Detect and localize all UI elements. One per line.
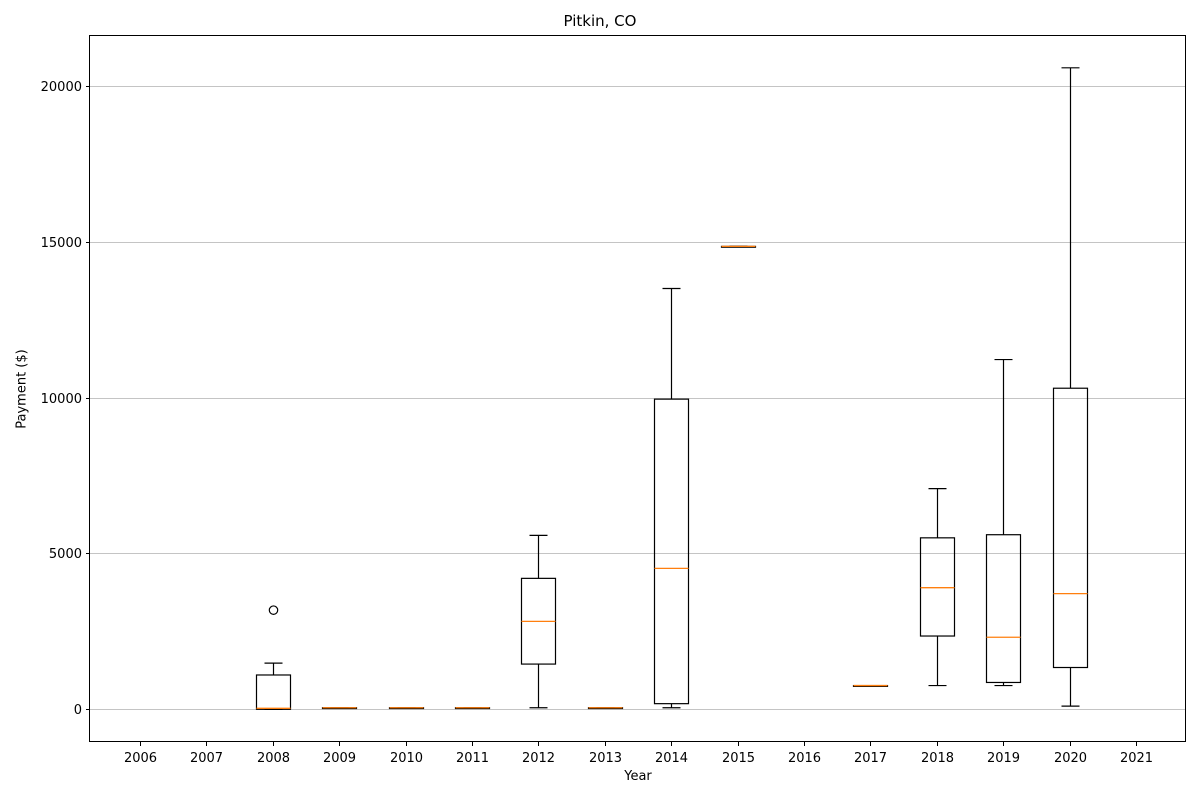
x-tick-label: 2007 bbox=[190, 751, 223, 766]
iqr-box bbox=[255, 674, 292, 710]
y-tick-label: 15000 bbox=[41, 236, 82, 251]
x-tick-label: 2021 bbox=[1120, 751, 1153, 766]
x-tick-label: 2008 bbox=[257, 751, 290, 766]
x-tick-label: 2015 bbox=[722, 751, 755, 766]
iqr-box bbox=[985, 534, 1022, 684]
x-tick-label: 2013 bbox=[589, 751, 622, 766]
grid-layer bbox=[90, 86, 1186, 710]
box-2011 bbox=[454, 707, 491, 710]
x-tick-label: 2006 bbox=[124, 751, 157, 766]
chart-title: Pitkin, CO bbox=[563, 12, 637, 30]
x-tick-label: 2011 bbox=[456, 751, 489, 766]
box-2012 bbox=[520, 534, 557, 709]
iqr-box bbox=[919, 537, 956, 637]
box-2017 bbox=[852, 684, 889, 687]
box-2013 bbox=[587, 707, 624, 710]
iqr-box bbox=[653, 398, 690, 705]
x-tick-label: 2014 bbox=[655, 751, 688, 766]
x-tick-label: 2009 bbox=[323, 751, 356, 766]
x-tick-label: 2019 bbox=[987, 751, 1020, 766]
box-2010 bbox=[388, 707, 425, 710]
box-2009 bbox=[321, 707, 358, 710]
x-tick-label: 2020 bbox=[1054, 751, 1087, 766]
y-axis-label: Payment ($) bbox=[14, 349, 30, 429]
box-2018 bbox=[919, 487, 956, 687]
box-2020 bbox=[1052, 67, 1089, 707]
box-2015 bbox=[720, 245, 757, 248]
y-tick-label: 10000 bbox=[41, 392, 82, 407]
box-layer bbox=[255, 67, 1089, 710]
box-2014 bbox=[653, 287, 690, 709]
x-tick-label: 2016 bbox=[788, 751, 821, 766]
box-2019 bbox=[985, 358, 1022, 687]
outlier-point bbox=[268, 605, 279, 615]
plot-frame bbox=[89, 35, 1186, 742]
x-tick-label: 2018 bbox=[921, 751, 954, 766]
y-tick-label: 5000 bbox=[49, 547, 82, 562]
x-tick-label: 2012 bbox=[522, 751, 555, 766]
y-tick-label: 0 bbox=[74, 703, 82, 718]
axis-layer: 0 5000 10000 15000 20000 2006 2007 2008 2009 2010… bbox=[41, 80, 1153, 766]
x-axis-label: Year bbox=[624, 769, 652, 784]
iqr-box bbox=[1052, 387, 1089, 669]
y-tick-label: 20000 bbox=[41, 80, 82, 95]
box-2008 bbox=[255, 605, 292, 710]
x-tick-label: 2010 bbox=[390, 751, 423, 766]
x-tick-label: 2017 bbox=[854, 751, 887, 766]
